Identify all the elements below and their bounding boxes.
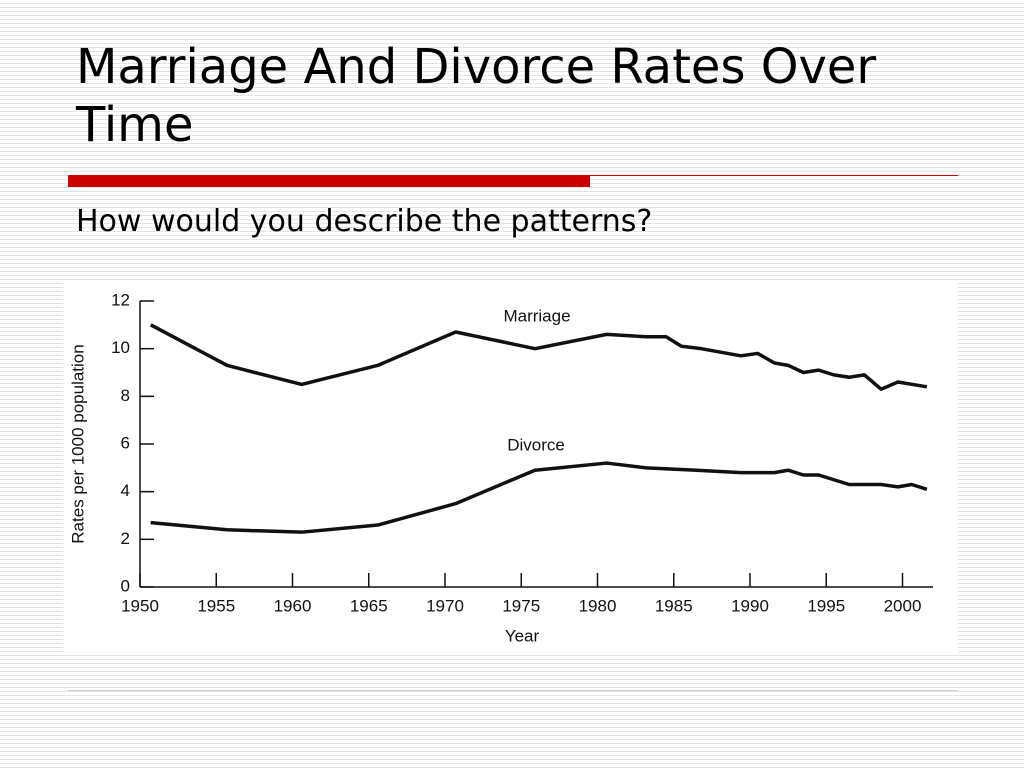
x-tick-label: 1980 bbox=[579, 596, 617, 615]
x-tick-label: 1970 bbox=[426, 596, 464, 615]
chart: Year Rates per 1000 population 0 2 4 6 8 10 12… bbox=[63, 280, 958, 655]
series-label: Divorce bbox=[507, 435, 565, 454]
x-tick-label: 1950 bbox=[121, 596, 159, 615]
slide-title: Marriage And Divorce Rates Over Time bbox=[76, 39, 877, 153]
y-tick-label: 6 bbox=[121, 433, 130, 452]
y-tick-label: 0 bbox=[121, 576, 130, 595]
y-tick-label: 2 bbox=[121, 529, 130, 548]
y-tick-label: 8 bbox=[121, 386, 130, 405]
y-tick-label: 10 bbox=[111, 338, 130, 357]
x-tick-label: 2000 bbox=[884, 596, 922, 615]
y-tick-label: 12 bbox=[111, 290, 130, 309]
y-axis-label: Rates per 1000 population bbox=[68, 344, 87, 543]
x-tick-label: 1965 bbox=[350, 596, 388, 615]
x-axis-label: Year bbox=[505, 626, 540, 645]
series-label: Marriage bbox=[503, 306, 570, 325]
x-tick-label: 1985 bbox=[655, 596, 693, 615]
x-tick-label: 1995 bbox=[807, 596, 845, 615]
series-line bbox=[149, 323, 928, 391]
footer-rule bbox=[68, 690, 958, 691]
title-rule bbox=[590, 175, 958, 176]
x-tick-label: 1960 bbox=[274, 596, 312, 615]
x-tick-label: 1975 bbox=[502, 596, 540, 615]
y-tick-label: 4 bbox=[121, 481, 130, 500]
x-tick-label: 1955 bbox=[197, 596, 235, 615]
title-underline bbox=[68, 175, 590, 187]
series-line bbox=[150, 461, 928, 534]
slide-subtitle: How would you describe the patterns? bbox=[76, 204, 653, 239]
x-tick-label: 1990 bbox=[731, 596, 769, 615]
